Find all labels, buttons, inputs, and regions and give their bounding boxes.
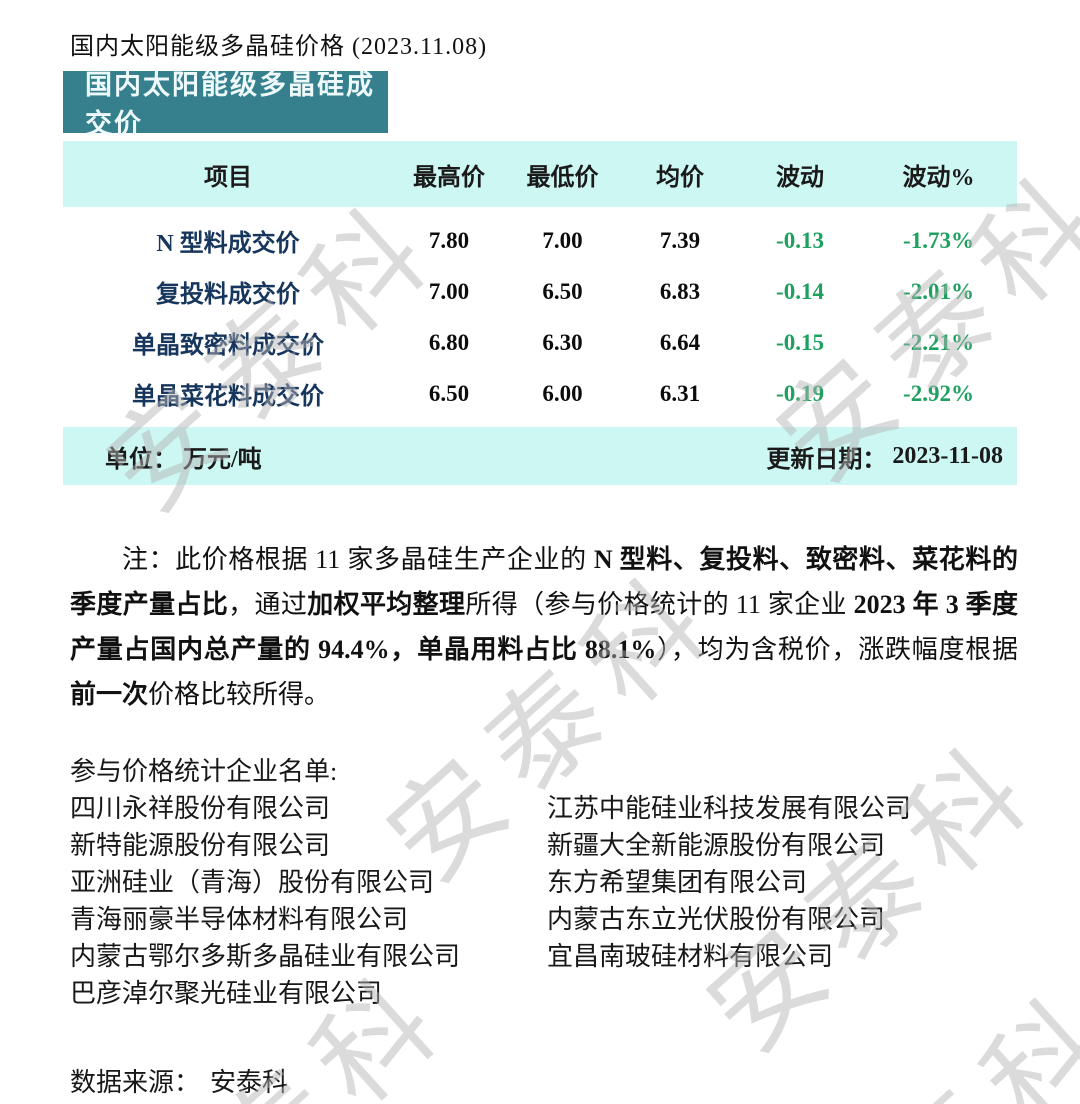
table-header-row: 项目 最高价 最低价 均价 波动 波动% (63, 141, 1017, 207)
unit-info: 单位： 万元/吨 (105, 439, 262, 474)
update-date-label: 更新日期： (766, 446, 887, 473)
row-low-value: 6.50 (542, 278, 583, 304)
company-name: 新特能源股份有限公司 (70, 831, 331, 860)
company-name: 内蒙古东立光伏股份有限公司 (547, 905, 886, 934)
company-list-heading: 参与价格统计企业名单: (70, 757, 338, 786)
table-row: 单晶致密料成交价 6.80 6.30 6.64 -0.15 -2.21% (63, 317, 1017, 368)
price-table: 项目 最高价 最低价 均价 波动 波动% N 型料成交价 7.80 7.00 7… (63, 141, 1017, 485)
methodology-note: 注：此价格根据 11 家多晶硅生产企业的 N 型料、复投料、致密料、菜花料的季度… (70, 545, 1018, 709)
column-header-change: 波动 (776, 164, 824, 191)
company-name: 新疆大全新能源股份有限公司 (547, 831, 886, 860)
row-high-value: 6.80 (428, 329, 470, 355)
table-body: N 型料成交价 7.80 7.00 7.39 -0.13 -1.73% 复投料成… (63, 207, 1017, 423)
page-title: 国内太阳能级多晶硅价格 (2023.11.08) (70, 34, 488, 60)
row-item-label: N 型料成交价 (156, 231, 300, 257)
row-change-pct-value: -1.73% (903, 227, 974, 253)
data-source: 数据来源： 安泰科 (70, 1062, 1017, 1099)
row-avg-value: 6.83 (659, 278, 701, 304)
row-item-label: 单晶致密料成交价 (132, 333, 324, 359)
company-columns: 四川永祥股份有限公司 新特能源股份有限公司 亚洲硅业（青海）股份有限公司 青海丽… (70, 790, 1017, 1012)
unit-label: 单位： (105, 446, 177, 473)
row-avg-value: 7.39 (659, 227, 701, 253)
row-change-value: -0.19 (776, 380, 824, 406)
row-high-value: 7.80 (428, 227, 470, 253)
table-row: 复投料成交价 7.00 6.50 6.83 -0.14 -2.01% (63, 266, 1017, 317)
company-name: 青海丽豪半导体材料有限公司 (70, 905, 409, 934)
column-header-item: 项目 (204, 164, 252, 191)
row-change-pct-value: -2.92% (903, 380, 974, 406)
company-name: 巴彦淖尔聚光硅业有限公司 (70, 979, 383, 1008)
column-header-high: 最高价 (413, 164, 485, 191)
row-change-value: -0.15 (776, 329, 824, 355)
section-banner-label: 国内太阳能级多晶硅成交价 (85, 70, 375, 139)
company-name: 江苏中能硅业科技发展有限公司 (547, 794, 912, 823)
column-header-low: 最低价 (526, 164, 599, 191)
row-high-value: 7.00 (428, 278, 470, 304)
column-header-avg: 均价 (656, 164, 704, 191)
row-change-value: -0.13 (776, 227, 824, 253)
company-name: 亚洲硅业（青海）股份有限公司 (70, 868, 435, 897)
row-low-value: 7.00 (542, 227, 583, 253)
row-high-value: 6.50 (428, 380, 470, 406)
row-low-value: 6.30 (542, 329, 583, 355)
table-footer-bar: 单位： 万元/吨 更新日期： 2023-11-08 (63, 427, 1017, 485)
row-low-value: 6.00 (542, 380, 583, 406)
data-source-label: 数据来源： (70, 1068, 201, 1097)
table-row: N 型料成交价 7.80 7.00 7.39 -0.13 -1.73% (63, 215, 1017, 266)
data-source-pair: 数据来源： 安泰科 (70, 1062, 288, 1099)
section-banner: 国内太阳能级多晶硅成交价 (63, 70, 388, 139)
company-name: 内蒙古鄂尔多斯多晶硅业有限公司 (70, 942, 461, 971)
row-change-value: -0.14 (776, 278, 824, 304)
company-name: 东方希望集团有限公司 (547, 868, 808, 897)
company-list-section: 参与价格统计企业名单: 四川永祥股份有限公司 新特能源股份有限公司 亚洲硅业（青… (70, 753, 1017, 1012)
update-date-value: 2023-11-08 (892, 442, 1003, 469)
table-row: 单晶菜花料成交价 6.50 6.00 6.31 -0.19 -2.92% (63, 368, 1017, 419)
row-item-label: 单晶菜花料成交价 (132, 384, 324, 410)
company-name: 四川永祥股份有限公司 (70, 794, 331, 823)
row-change-pct-value: -2.21% (903, 329, 974, 355)
data-source-value: 安泰科 (210, 1068, 289, 1097)
row-change-pct-value: -2.01% (903, 278, 974, 304)
company-column-left: 四川永祥股份有限公司 新特能源股份有限公司 亚洲硅业（青海）股份有限公司 青海丽… (70, 790, 547, 1012)
update-date-info: 更新日期： 2023-11-08 (766, 439, 1003, 474)
column-header-change-pct: 波动% (902, 164, 975, 191)
row-avg-value: 6.64 (659, 329, 701, 355)
unit-value: 万元/吨 (183, 446, 262, 473)
company-column-right: 江苏中能硅业科技发展有限公司 新疆大全新能源股份有限公司 东方希望集团有限公司 … (547, 790, 1017, 1012)
row-avg-value: 6.31 (659, 380, 701, 406)
company-name: 宜昌南玻硅材料有限公司 (547, 942, 834, 971)
row-item-label: 复投料成交价 (156, 282, 300, 308)
